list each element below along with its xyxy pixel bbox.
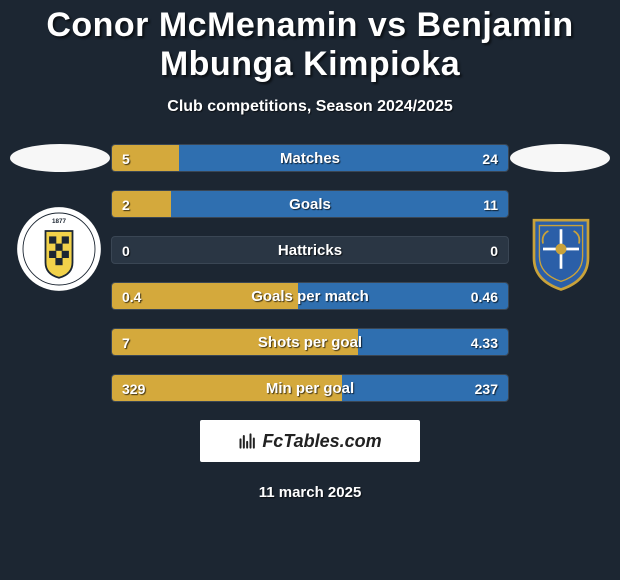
stat-row-goals: 2 Goals 11 xyxy=(111,190,509,218)
st-mirren-crest-icon: 1877 xyxy=(14,204,104,294)
stat-row-shots-per-goal: 7 Shots per goal 4.33 xyxy=(111,328,509,356)
subtitle: Club competitions, Season 2024/2025 xyxy=(0,98,620,116)
branding-text: FcTables.com xyxy=(262,431,381,452)
stat-value-right: 11 xyxy=(473,191,508,218)
player-oval-left xyxy=(10,144,110,172)
stat-label: Goals per match xyxy=(112,283,508,310)
stat-value-right: 0.46 xyxy=(461,283,508,310)
date-label: 11 march 2025 xyxy=(10,484,610,501)
player-oval-right xyxy=(510,144,610,172)
stat-value-right: 0 xyxy=(480,237,508,264)
page-title: Conor McMenamin vs Benjamin Mbunga Kimpi… xyxy=(0,0,620,84)
team-crest-left: 1877 xyxy=(14,204,104,294)
stat-row-min-per-goal: 329 Min per goal 237 xyxy=(111,374,509,402)
svg-text:1877: 1877 xyxy=(52,218,67,225)
stat-label: Min per goal xyxy=(112,375,508,402)
stat-value-right: 237 xyxy=(465,375,508,402)
comparison-content: 1877 5 Matches 24 2 Goals 11 xyxy=(0,144,620,501)
stat-label: Goals xyxy=(112,191,508,218)
stats-table: 5 Matches 24 2 Goals 11 0 Hattricks 0 0.… xyxy=(111,144,509,402)
stat-row-goals-per-match: 0.4 Goals per match 0.46 xyxy=(111,282,509,310)
fctables-logo-icon xyxy=(238,431,258,451)
stat-value-right: 4.33 xyxy=(461,329,508,356)
stat-row-matches: 5 Matches 24 xyxy=(111,144,509,172)
stat-label: Matches xyxy=(112,145,508,172)
stat-value-right: 24 xyxy=(472,145,508,172)
branding-link[interactable]: FcTables.com xyxy=(200,420,420,462)
stat-label: Hattricks xyxy=(112,237,508,264)
stat-label: Shots per goal xyxy=(112,329,508,356)
st-johnstone-crest-icon xyxy=(516,204,606,294)
team-crest-right xyxy=(516,204,606,294)
stat-row-hattricks: 0 Hattricks 0 xyxy=(111,236,509,264)
